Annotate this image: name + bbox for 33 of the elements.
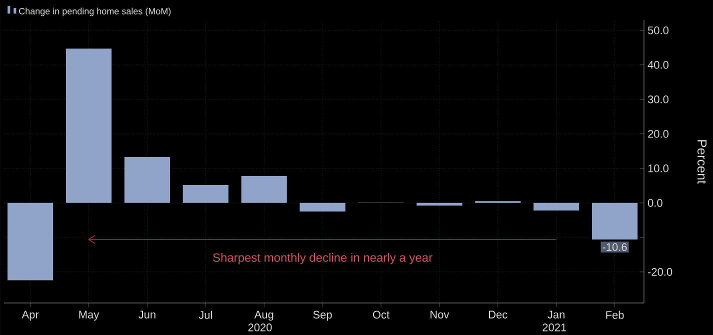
y-tick-label: 40.0 [648, 60, 668, 69]
text: 2020 [248, 324, 272, 332]
legend-label: Change in pending home sales (MoM) [19, 8, 171, 16]
x-tick-label: Apr [22, 310, 39, 321]
ref-line-label: Sharpest monthly decline in nearly a year [213, 253, 432, 264]
y-axis-title: Percent [697, 140, 707, 184]
y-tick-label: 30.0 [648, 96, 668, 104]
data-label: -10.6 [602, 243, 627, 251]
x-tick-label: Dec [489, 310, 508, 318]
x-tick-label: Feb [606, 310, 624, 319]
text: 2021 [542, 324, 566, 332]
y-tick-label: 50.0 [648, 26, 668, 34]
x-tick-label: Sep [313, 310, 332, 321]
bar [182, 184, 228, 203]
bar [534, 202, 580, 210]
y-tick-label: 10.0 [648, 164, 668, 172]
bar [8, 202, 54, 280]
bar [241, 176, 287, 203]
bar [66, 48, 112, 203]
x-tick-label: Nov [430, 310, 450, 318]
x-tick-label: May [79, 310, 100, 321]
x-tick-label: Oct [372, 310, 390, 319]
y-tick-label: -20.0 [648, 268, 672, 276]
bar [300, 202, 346, 212]
bar [124, 157, 170, 203]
x-tick-label: Jul [198, 310, 212, 319]
bar [592, 202, 638, 240]
x-tick-label: Jan [548, 310, 564, 318]
x-tick-label: Aug [254, 310, 274, 321]
y-tick-label: 20.0 [648, 130, 668, 138]
bar [416, 202, 462, 206]
y-tick-label: 0.0 [648, 199, 662, 207]
x-tick-label: Jun [138, 310, 156, 318]
